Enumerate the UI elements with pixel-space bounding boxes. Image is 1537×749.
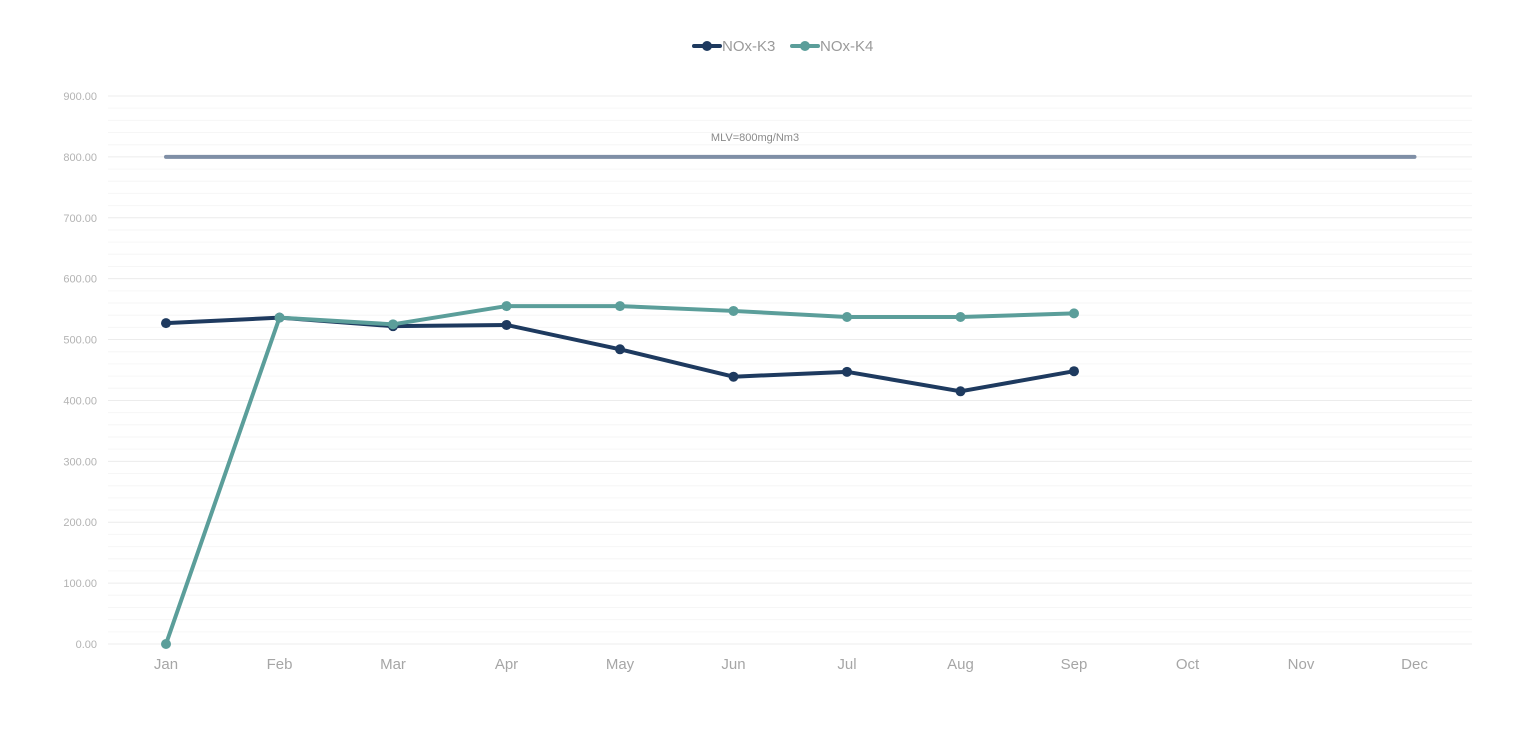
x-tick-label: Aug	[947, 656, 974, 673]
data-point-nox-k4[interactable]	[161, 639, 171, 649]
legend-item-nox-k4[interactable]: NOx-K4	[790, 38, 873, 55]
x-tick-label: Jun	[721, 656, 745, 673]
data-point-nox-k4[interactable]	[615, 301, 625, 312]
data-point-nox-k4[interactable]	[501, 301, 512, 312]
x-tick-label: Jan	[154, 656, 178, 673]
data-point-nox-k4[interactable]	[728, 305, 739, 316]
x-tick-label: Oct	[1176, 656, 1200, 673]
x-tick-label: Apr	[495, 656, 518, 673]
y-tick-label: 100.00	[63, 578, 97, 590]
mlv-label: MLV=800mg/Nm3	[711, 132, 799, 144]
data-point-nox-k4[interactable]	[274, 312, 285, 323]
x-tick-label: Sep	[1061, 656, 1088, 673]
y-tick-label: 600.00	[63, 274, 97, 286]
legend[interactable]: NOx-K3 NOx-K4	[692, 38, 873, 55]
y-tick-label: 300.00	[63, 456, 97, 468]
data-point-nox-k4[interactable]	[955, 312, 966, 323]
data-point-nox-k4[interactable]	[1069, 308, 1079, 319]
data-point-nox-k3[interactable]	[1069, 366, 1079, 377]
data-point-nox-k3[interactable]	[501, 319, 512, 330]
y-tick-label: 200.00	[63, 517, 97, 529]
x-tick-label: Feb	[267, 656, 293, 673]
data-point-nox-k3[interactable]	[842, 366, 852, 377]
series-line-nox-k4	[164, 304, 1076, 646]
y-tick-label: 700.00	[63, 213, 97, 225]
data-point-nox-k3[interactable]	[728, 371, 739, 382]
y-tick-label: 900.00	[63, 91, 97, 103]
x-axis: Jan Feb Mar Apr May Jun Jul Aug Sep Oct Nov Dec	[154, 656, 1428, 673]
legend-label: NOx-K3	[722, 38, 775, 55]
reference-line-layer: MLV=800mg/Nm3	[164, 132, 1417, 159]
data-point-nox-k3[interactable]	[161, 318, 171, 329]
data-point-nox-k3[interactable]	[615, 344, 625, 355]
legend-label: NOx-K4	[820, 38, 873, 55]
x-tick-label: Jul	[837, 656, 856, 673]
x-tick-label: Dec	[1401, 656, 1428, 673]
y-tick-label: 400.00	[63, 395, 97, 407]
x-tick-label: Mar	[380, 656, 406, 673]
series-layer	[161, 301, 1079, 649]
y-tick-label: 500.00	[63, 335, 97, 347]
y-tick-label: 0.00	[76, 639, 97, 651]
x-tick-label: Nov	[1288, 656, 1315, 673]
grid-layer	[108, 95, 1472, 645]
series-line-nox-k3	[164, 315, 1076, 394]
data-point-nox-k4[interactable]	[842, 312, 852, 323]
data-point-nox-k3[interactable]	[955, 386, 966, 397]
legend-swatch-marker	[702, 41, 712, 51]
y-tick-label: 800.00	[63, 152, 97, 164]
legend-item-nox-k3[interactable]: NOx-K3	[692, 38, 775, 55]
legend-swatch-marker	[800, 41, 810, 51]
y-axis: 0.00 100.00 200.00 300.00 400.00 500.00 600.00…	[63, 91, 97, 651]
data-point-nox-k4[interactable]	[388, 319, 398, 330]
x-tick-label: May	[606, 656, 635, 673]
